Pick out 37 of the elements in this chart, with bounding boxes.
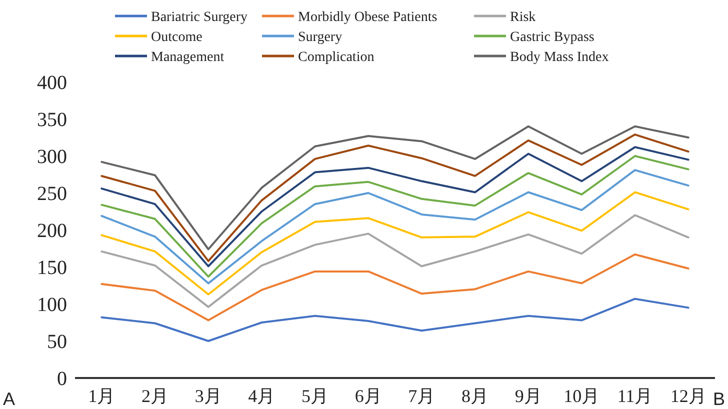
- y-tick-label: 0: [57, 368, 67, 390]
- x-tick-label: 9月: [514, 386, 542, 406]
- y-tick-label: 250: [37, 183, 67, 205]
- x-tick-label: 4月: [248, 386, 276, 406]
- legend-label: Risk: [510, 10, 536, 25]
- line-series: [100, 191, 690, 296]
- legend-label: Gastric Bypass: [510, 30, 594, 45]
- y-tick-label: 400: [37, 72, 67, 94]
- x-tick-label: 11月: [617, 386, 653, 406]
- x-tick-label: 7月: [408, 386, 436, 406]
- legend-label: Management: [151, 50, 224, 65]
- x-tick-label: 3月: [194, 386, 222, 406]
- x-tick-label: 6月: [354, 386, 382, 406]
- x-tick-label: 8月: [462, 386, 488, 406]
- text: B: [712, 389, 725, 409]
- y-tick-label: 150: [37, 257, 67, 279]
- legend-label: Bariatric Surgery: [151, 10, 248, 25]
- x-tick-label: 12月: [670, 386, 706, 406]
- line-series: [100, 169, 690, 284]
- y-tick-label: 50: [47, 331, 67, 353]
- legend-label: Body Mass Index: [510, 50, 609, 65]
- legend-label: Outcome: [151, 30, 202, 45]
- line-series: [100, 253, 690, 322]
- x-tick-label: 10月: [564, 386, 600, 406]
- legend-label: Morbidly Obese Patients: [298, 10, 438, 25]
- y-tick-label: 300: [37, 146, 67, 168]
- y-tick-label: 200: [37, 220, 67, 242]
- x-tick-label: 2月: [142, 386, 168, 406]
- y-tick-label: 350: [37, 109, 67, 131]
- text: A: [3, 389, 16, 409]
- x-tick-label: 1月: [88, 386, 116, 406]
- legend-label: Surgery: [298, 30, 342, 45]
- x-tick-label: 5月: [302, 386, 328, 406]
- legend-label: Complication: [298, 50, 374, 65]
- y-tick-label: 100: [37, 294, 67, 316]
- line-series: [100, 298, 690, 342]
- line-series: [100, 214, 690, 308]
